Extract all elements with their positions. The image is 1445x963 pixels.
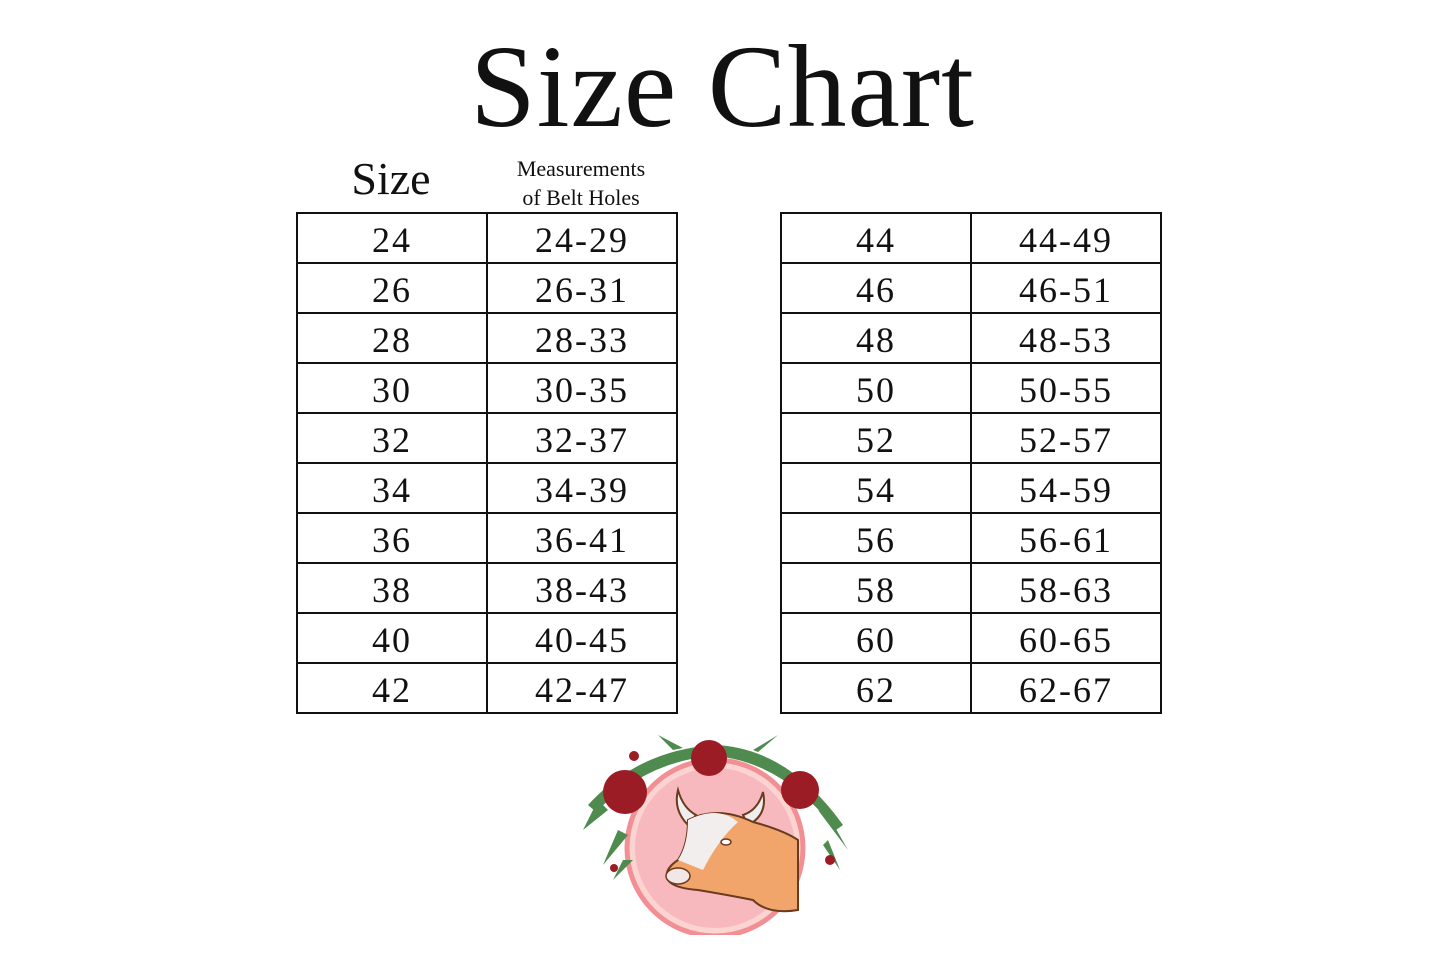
table-row: 52 52-57 [780, 412, 1162, 464]
table-row: 38 38-43 [296, 562, 678, 614]
size-cell: 28 [296, 312, 488, 364]
rose-icons [603, 740, 835, 872]
table-row: 30 30-35 [296, 362, 678, 414]
measurement-range-cell: 44-49 [970, 212, 1162, 264]
measurement-range-cell: 38-43 [486, 562, 678, 614]
table-row: 60 60-65 [780, 612, 1162, 664]
size-table-left: 24 24-29 26 26-31 28 28-33 30 30-35 32 32-37 34 34-… [296, 212, 678, 714]
measurement-range-cell: 40-45 [486, 612, 678, 664]
size-table-right: 44 44-49 46 46-51 48 48-53 50 50-55 52 52-57 54 54-… [780, 212, 1162, 714]
table-row: 48 48-53 [780, 312, 1162, 364]
measurement-range-cell: 52-57 [970, 412, 1162, 464]
measurement-range-cell: 26-31 [486, 262, 678, 314]
table-row: 34 34-39 [296, 462, 678, 514]
measurement-range-cell: 60-65 [970, 612, 1162, 664]
measurement-range-cell: 50-55 [970, 362, 1162, 414]
page-title: Size Chart [470, 21, 975, 152]
size-cell: 54 [780, 462, 972, 514]
measurement-range-cell: 58-63 [970, 562, 1162, 614]
size-cell: 36 [296, 512, 488, 564]
measurement-range-cell: 46-51 [970, 262, 1162, 314]
table-row: 50 50-55 [780, 362, 1162, 414]
measurement-range-cell: 30-35 [486, 362, 678, 414]
size-cell: 24 [296, 212, 488, 264]
size-cell: 52 [780, 412, 972, 464]
table-row: 28 28-33 [296, 312, 678, 364]
table-row: 32 32-37 [296, 412, 678, 464]
measurements-header-line2: of Belt Holes [522, 185, 640, 210]
table-row: 54 54-59 [780, 462, 1162, 514]
size-cell: 34 [296, 462, 488, 514]
measurement-range-cell: 42-47 [486, 662, 678, 714]
size-cell: 42 [296, 662, 488, 714]
table-row: 44 44-49 [780, 212, 1162, 264]
table-row: 24 24-29 [296, 212, 678, 264]
table-row: 36 36-41 [296, 512, 678, 564]
size-cell: 30 [296, 362, 488, 414]
size-cell: 50 [780, 362, 972, 414]
size-cell: 44 [780, 212, 972, 264]
size-cell: 60 [780, 612, 972, 664]
table-row: 58 58-63 [780, 562, 1162, 614]
size-cell: 40 [296, 612, 488, 664]
size-cell: 62 [780, 662, 972, 714]
bull-with-roses-logo [583, 735, 848, 935]
size-cell: 56 [780, 512, 972, 564]
size-cell: 46 [780, 262, 972, 314]
table-row: 62 62-67 [780, 662, 1162, 714]
measurement-range-cell: 62-67 [970, 662, 1162, 714]
measurement-range-cell: 24-29 [486, 212, 678, 264]
table-row: 46 46-51 [780, 262, 1162, 314]
measurements-column-header: Measurements of Belt Holes [486, 154, 676, 212]
table-row: 40 40-45 [296, 612, 678, 664]
size-column-header: Size [351, 153, 431, 204]
size-cell: 58 [780, 562, 972, 614]
size-cell: 48 [780, 312, 972, 364]
table-row: 56 56-61 [780, 512, 1162, 564]
size-cell: 26 [296, 262, 488, 314]
size-cell: 38 [296, 562, 488, 614]
measurement-range-cell: 28-33 [486, 312, 678, 364]
measurement-range-cell: 54-59 [970, 462, 1162, 514]
measurement-range-cell: 48-53 [970, 312, 1162, 364]
leaf-garland-icon [583, 735, 848, 880]
table-row: 26 26-31 [296, 262, 678, 314]
measurements-header-line1: Measurements [516, 156, 646, 181]
measurement-range-cell: 36-41 [486, 512, 678, 564]
table-row: 42 42-47 [296, 662, 678, 714]
measurement-range-cell: 56-61 [970, 512, 1162, 564]
measurement-range-cell: 32-37 [486, 412, 678, 464]
size-cell: 32 [296, 412, 488, 464]
bull-head-icon [665, 786, 799, 913]
measurement-range-cell: 34-39 [486, 462, 678, 514]
